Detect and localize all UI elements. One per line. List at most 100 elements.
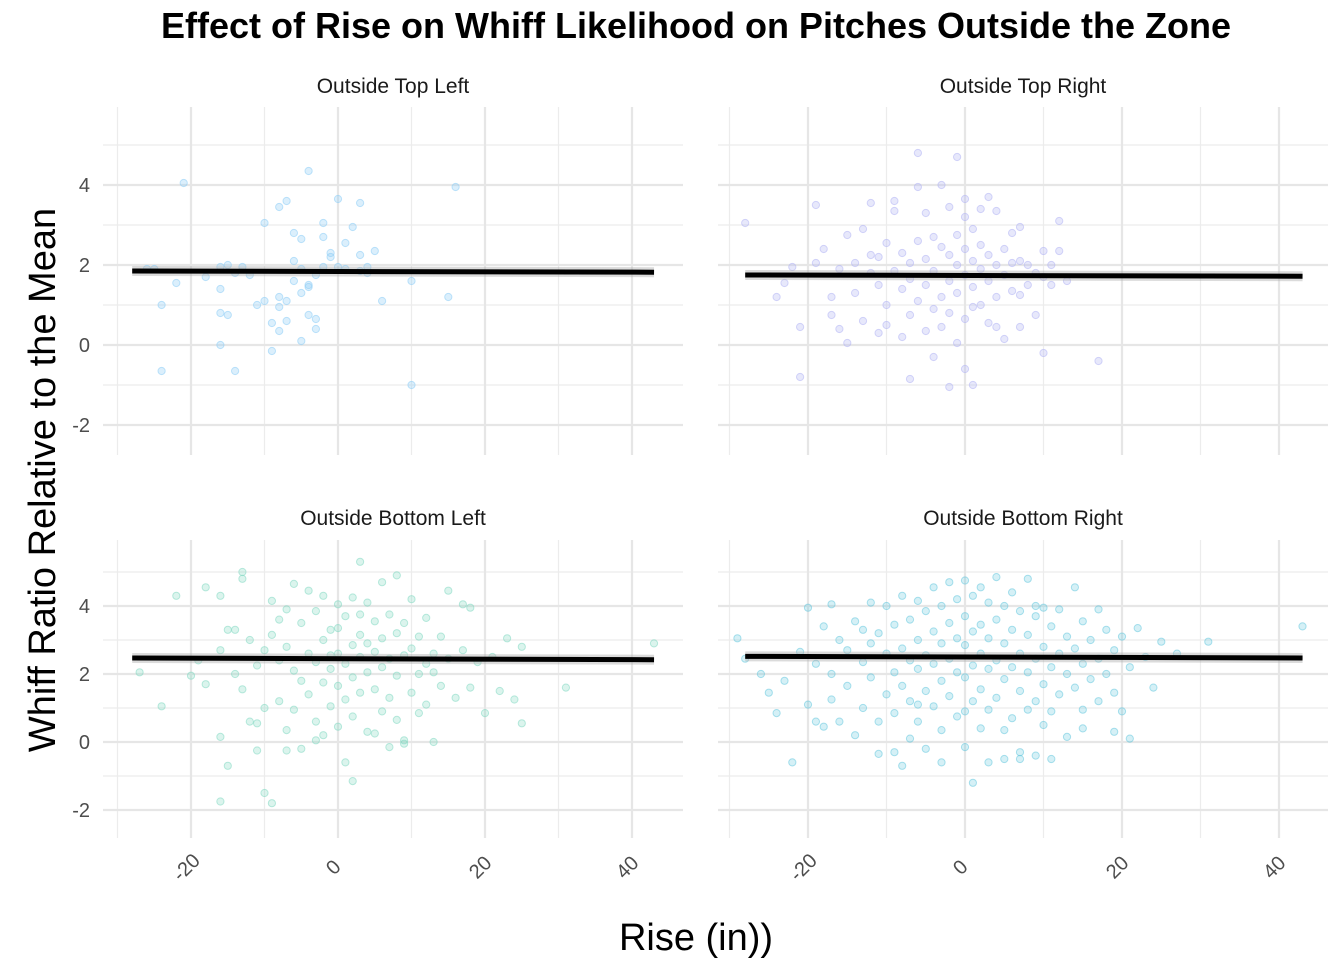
scatter-point bbox=[858, 224, 868, 234]
scatter-point bbox=[827, 310, 836, 320]
scatter-point bbox=[851, 288, 860, 298]
scatter-point bbox=[245, 635, 254, 645]
scatter-point bbox=[649, 639, 659, 648]
x-tick-label: -20 bbox=[169, 850, 205, 886]
scatter-point bbox=[945, 308, 954, 318]
scatter-point bbox=[882, 300, 891, 310]
scatter-point bbox=[289, 256, 298, 266]
scatter-point bbox=[458, 646, 467, 655]
scatter-point bbox=[326, 702, 335, 711]
scatter-point bbox=[385, 743, 394, 752]
scatter-point bbox=[921, 254, 930, 264]
scatter-point bbox=[1039, 246, 1048, 256]
scatter-point bbox=[392, 715, 401, 725]
scatter-point bbox=[1204, 637, 1213, 646]
scatter-point bbox=[311, 736, 320, 745]
scatter-point bbox=[260, 218, 269, 228]
y-tick-label: 2 bbox=[79, 255, 90, 277]
scatter-point bbox=[913, 664, 923, 674]
scatter-point bbox=[1000, 754, 1009, 764]
scatter-point bbox=[803, 603, 813, 612]
scatter-point bbox=[1023, 668, 1032, 677]
scatter-point bbox=[992, 260, 1001, 270]
scatter-point bbox=[370, 617, 379, 626]
scatter-point bbox=[741, 218, 750, 228]
scatter-point bbox=[407, 276, 416, 286]
scatter-point bbox=[223, 310, 232, 320]
scatter-point bbox=[275, 615, 284, 624]
scatter-point bbox=[1078, 617, 1087, 626]
scatter-point bbox=[172, 591, 181, 600]
scatter-point bbox=[992, 615, 1001, 624]
scatter-point bbox=[835, 635, 844, 645]
scatter-point bbox=[921, 607, 930, 616]
scatter-point bbox=[422, 613, 431, 623]
scatter-point bbox=[921, 326, 930, 336]
scatter-point bbox=[992, 322, 1001, 332]
scatter-point bbox=[179, 178, 188, 188]
scatter-point bbox=[561, 683, 571, 692]
scatter-point bbox=[984, 705, 993, 714]
scatter-point bbox=[1015, 290, 1025, 300]
scatter-point bbox=[223, 260, 232, 270]
scatter-point bbox=[1039, 603, 1048, 612]
scatter-point bbox=[216, 646, 225, 655]
scatter-point bbox=[890, 709, 899, 718]
scatter-point bbox=[1055, 690, 1064, 699]
scatter-point bbox=[348, 673, 357, 682]
scatter-point bbox=[1008, 663, 1017, 672]
scatter-point bbox=[157, 702, 166, 711]
scatter-point bbox=[1015, 222, 1025, 232]
scatter-point bbox=[1062, 632, 1072, 641]
scatter-point bbox=[960, 576, 970, 585]
scatter-point bbox=[378, 578, 387, 587]
y-tick-label: 0 bbox=[79, 732, 90, 754]
scatter-point bbox=[953, 260, 962, 270]
scatter-point bbox=[1110, 727, 1119, 736]
scatter-point bbox=[429, 737, 438, 747]
scatter-point bbox=[835, 324, 844, 334]
scatter-point bbox=[866, 198, 875, 208]
scatter-point bbox=[1031, 697, 1040, 706]
scatter-point bbox=[341, 612, 350, 621]
scatter-point bbox=[289, 579, 298, 589]
y-tick-label: 4 bbox=[79, 175, 90, 197]
y-tick-label: 2 bbox=[79, 664, 90, 686]
scatter-point bbox=[858, 703, 868, 713]
scatter-point bbox=[1015, 686, 1025, 696]
scatter-point bbox=[275, 326, 284, 336]
scatter-point bbox=[913, 296, 923, 306]
scatter-point bbox=[1015, 754, 1025, 764]
scatter-point bbox=[898, 644, 907, 653]
scatter-point bbox=[1008, 228, 1017, 238]
scatter-point bbox=[319, 731, 328, 740]
scatter-point bbox=[1008, 588, 1017, 597]
scatter-point bbox=[282, 316, 291, 326]
scatter-point bbox=[913, 236, 923, 246]
scatter-point bbox=[451, 693, 460, 702]
scatter-point bbox=[945, 578, 954, 587]
scatter-point bbox=[1102, 669, 1111, 679]
scatter-point bbox=[976, 264, 985, 274]
scatter-point bbox=[945, 692, 954, 701]
x-tick-label: 40 bbox=[1259, 852, 1290, 883]
scatter-point bbox=[913, 700, 923, 709]
scatter-point bbox=[811, 717, 821, 726]
scatter-point bbox=[356, 610, 365, 619]
scatter-point bbox=[1055, 605, 1064, 614]
scatter-point bbox=[267, 630, 276, 640]
scatter-point bbox=[976, 300, 985, 310]
scatter-point bbox=[363, 668, 372, 677]
scatter-point bbox=[157, 366, 166, 376]
scatter-point bbox=[333, 600, 343, 609]
scatter-point bbox=[984, 758, 993, 767]
scatter-point bbox=[811, 659, 821, 668]
scatter-point bbox=[1015, 322, 1025, 332]
scatter-point bbox=[1031, 751, 1040, 760]
scatter-point bbox=[341, 238, 350, 248]
scatter-point bbox=[407, 380, 416, 390]
scatter-point bbox=[1125, 663, 1134, 672]
scatter-point bbox=[333, 624, 343, 633]
scatter-point bbox=[1094, 697, 1103, 706]
scatter-point bbox=[968, 627, 978, 636]
